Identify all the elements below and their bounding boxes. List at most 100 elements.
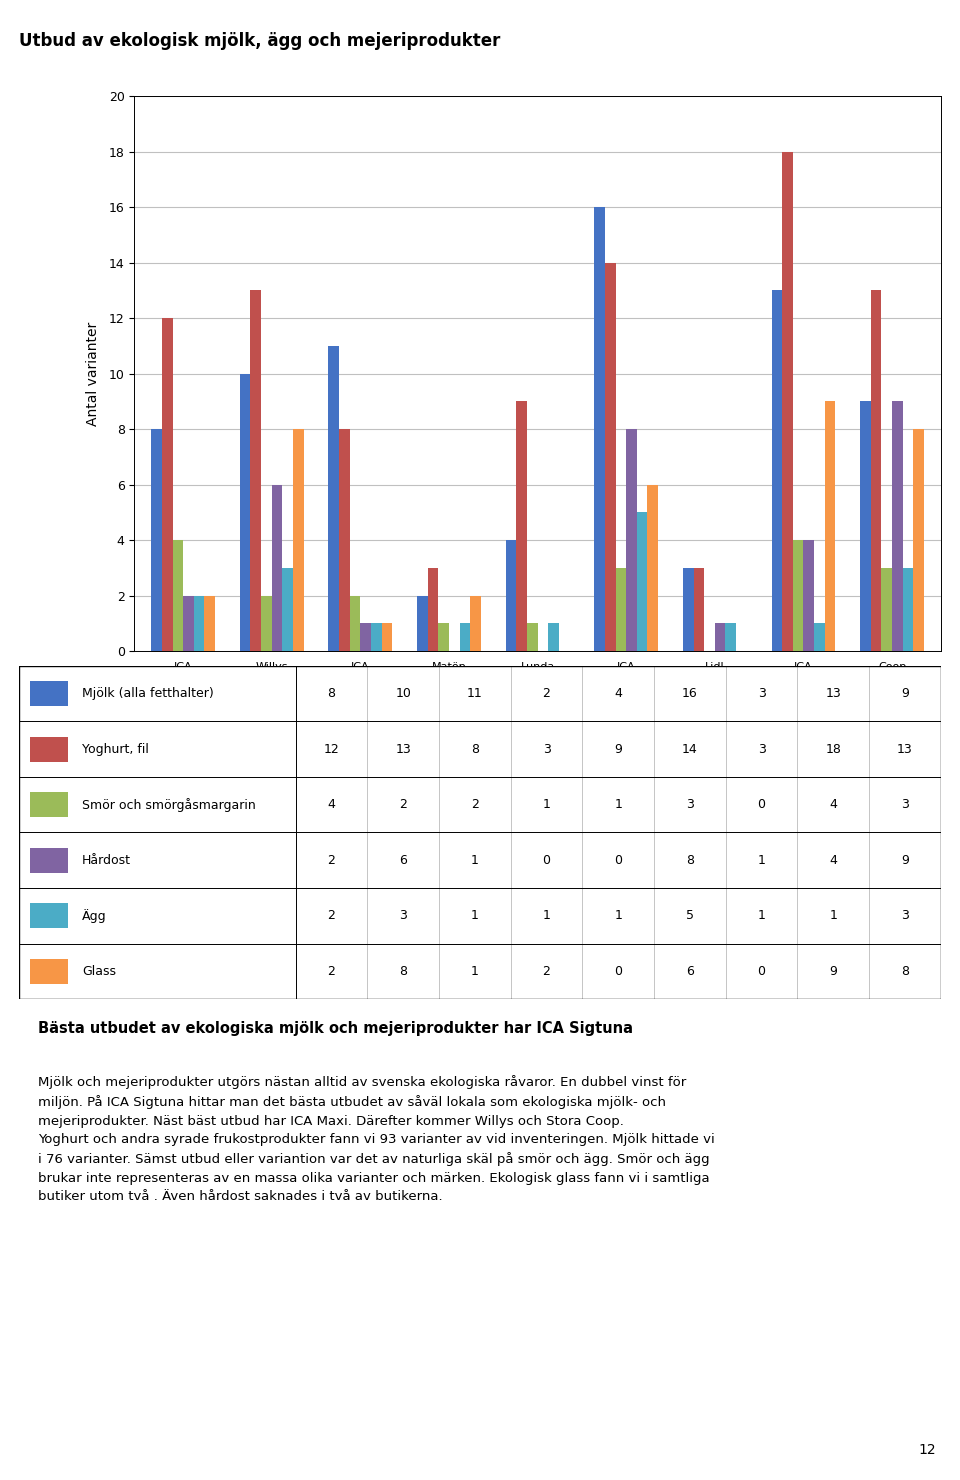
Bar bbox=[470, 595, 481, 651]
Bar bbox=[871, 290, 881, 651]
Text: 3: 3 bbox=[901, 798, 909, 811]
Text: Bästa utbudet av ekologiska mjölk och mejeriprodukter har ICA Sigtuna: Bästa utbudet av ekologiska mjölk och me… bbox=[38, 1021, 634, 1036]
Bar bbox=[892, 401, 902, 651]
Bar bbox=[339, 429, 349, 651]
Text: 3: 3 bbox=[399, 909, 407, 922]
Text: 4: 4 bbox=[829, 798, 837, 811]
Bar bbox=[382, 623, 393, 651]
Bar bbox=[272, 484, 282, 651]
Text: Utbud av ekologisk mjölk, ägg och mejeriprodukter: Utbud av ekologisk mjölk, ägg och mejeri… bbox=[19, 31, 500, 50]
Bar bbox=[516, 401, 527, 651]
Text: 14: 14 bbox=[682, 743, 698, 756]
Text: 3: 3 bbox=[757, 687, 765, 700]
Bar bbox=[715, 623, 726, 651]
Bar bbox=[439, 623, 449, 651]
Text: Mjölk och mejeriprodukter utgörs nästan alltid av svenska ekologiska råvaror. En: Mjölk och mejeriprodukter utgörs nästan … bbox=[38, 1074, 715, 1203]
Text: Mjölk (alla fetthalter): Mjölk (alla fetthalter) bbox=[83, 687, 214, 700]
Text: 9: 9 bbox=[901, 687, 909, 700]
Text: 9: 9 bbox=[614, 743, 622, 756]
Text: 13: 13 bbox=[826, 687, 841, 700]
Text: 9: 9 bbox=[829, 965, 837, 978]
Text: 1: 1 bbox=[542, 909, 550, 922]
Text: Ägg: Ägg bbox=[83, 909, 107, 922]
Bar bbox=[683, 568, 693, 651]
Bar bbox=[726, 623, 736, 651]
Text: Hårdost: Hårdost bbox=[83, 854, 132, 867]
Text: 2: 2 bbox=[542, 687, 550, 700]
Text: 2: 2 bbox=[327, 965, 335, 978]
Text: 1: 1 bbox=[471, 965, 479, 978]
Bar bbox=[349, 595, 360, 651]
Bar bbox=[772, 290, 782, 651]
Bar bbox=[240, 373, 251, 651]
Text: 3: 3 bbox=[542, 743, 550, 756]
Bar bbox=[31, 903, 68, 928]
Bar bbox=[615, 568, 626, 651]
Text: 10: 10 bbox=[396, 687, 411, 700]
Text: 8: 8 bbox=[399, 965, 407, 978]
Text: 4: 4 bbox=[829, 854, 837, 867]
Text: 0: 0 bbox=[542, 854, 550, 867]
Text: Smör och smörgåsmargarin: Smör och smörgåsmargarin bbox=[83, 798, 256, 811]
Bar bbox=[31, 792, 68, 817]
Bar bbox=[328, 346, 339, 651]
Bar bbox=[417, 595, 428, 651]
Bar bbox=[548, 623, 559, 651]
Text: 1: 1 bbox=[829, 909, 837, 922]
Text: 3: 3 bbox=[757, 743, 765, 756]
Text: 12: 12 bbox=[919, 1443, 936, 1458]
Bar bbox=[913, 429, 924, 651]
Bar bbox=[506, 540, 516, 651]
Bar bbox=[825, 401, 835, 651]
Text: 6: 6 bbox=[686, 965, 694, 978]
Text: 8: 8 bbox=[470, 743, 479, 756]
Text: 0: 0 bbox=[757, 965, 765, 978]
Bar bbox=[360, 623, 371, 651]
Bar bbox=[194, 595, 204, 651]
Bar bbox=[860, 401, 871, 651]
Bar bbox=[605, 262, 615, 651]
Text: 2: 2 bbox=[327, 854, 335, 867]
Bar bbox=[804, 540, 814, 651]
Bar bbox=[204, 595, 215, 651]
Bar bbox=[626, 429, 636, 651]
Text: 0: 0 bbox=[614, 965, 622, 978]
Text: 2: 2 bbox=[399, 798, 407, 811]
Bar bbox=[881, 568, 892, 651]
Text: 1: 1 bbox=[757, 909, 765, 922]
Text: 1: 1 bbox=[614, 909, 622, 922]
Bar bbox=[261, 595, 272, 651]
Text: 0: 0 bbox=[614, 854, 622, 867]
Bar bbox=[460, 623, 470, 651]
Bar bbox=[527, 623, 538, 651]
Text: 3: 3 bbox=[686, 798, 694, 811]
Text: 4: 4 bbox=[327, 798, 335, 811]
Text: 1: 1 bbox=[757, 854, 765, 867]
Text: 1: 1 bbox=[614, 798, 622, 811]
Text: 6: 6 bbox=[399, 854, 407, 867]
Text: 1: 1 bbox=[542, 798, 550, 811]
Bar bbox=[428, 568, 439, 651]
Y-axis label: Antal varianter: Antal varianter bbox=[86, 321, 101, 426]
Text: 11: 11 bbox=[467, 687, 483, 700]
Bar bbox=[693, 568, 705, 651]
Text: 8: 8 bbox=[327, 687, 336, 700]
Bar bbox=[282, 568, 293, 651]
Text: 18: 18 bbox=[826, 743, 841, 756]
Text: 2: 2 bbox=[471, 798, 479, 811]
Bar bbox=[251, 290, 261, 651]
Text: 4: 4 bbox=[614, 687, 622, 700]
Text: Yoghurt, fil: Yoghurt, fil bbox=[83, 743, 149, 756]
Text: 0: 0 bbox=[757, 798, 765, 811]
Bar bbox=[902, 568, 913, 651]
Text: 1: 1 bbox=[471, 909, 479, 922]
Bar bbox=[814, 623, 825, 651]
Bar bbox=[152, 429, 162, 651]
Bar bbox=[31, 959, 68, 984]
Text: 13: 13 bbox=[897, 743, 913, 756]
Text: 1: 1 bbox=[471, 854, 479, 867]
Bar bbox=[31, 681, 68, 706]
Text: 8: 8 bbox=[685, 854, 694, 867]
Bar bbox=[162, 318, 173, 651]
Bar bbox=[293, 429, 303, 651]
